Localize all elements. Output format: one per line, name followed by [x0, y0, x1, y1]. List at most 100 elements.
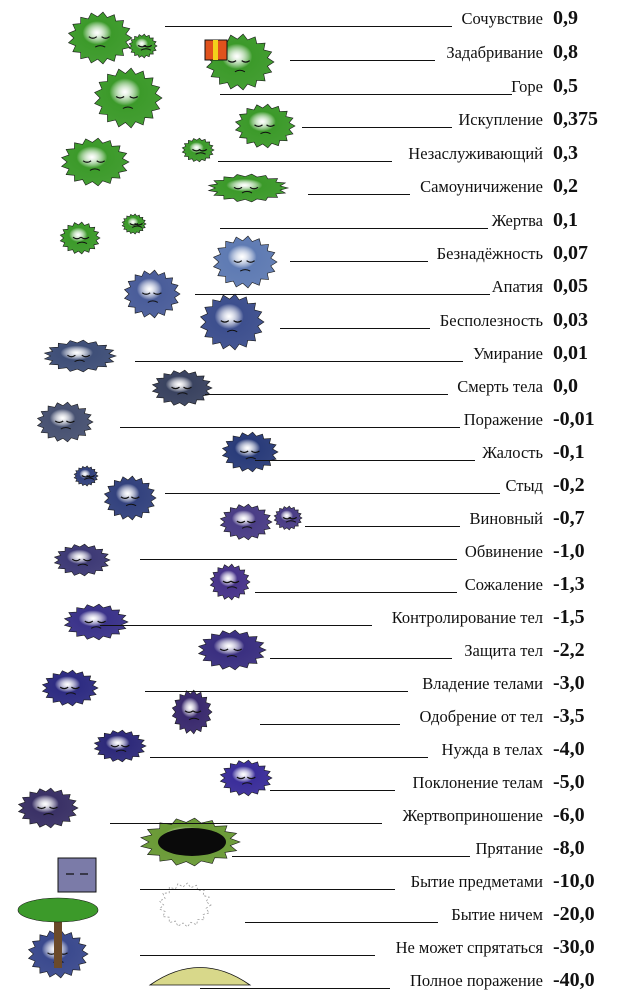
- tone-value: -0,2: [553, 474, 585, 496]
- tone-value: -3,0: [553, 672, 585, 694]
- tone-value: -0,01: [553, 408, 595, 430]
- leader-line: [270, 790, 395, 791]
- tone-label: Незаслуживающий: [408, 144, 543, 163]
- ghost-creature-icon: [158, 882, 212, 928]
- scale-row: Задабривание 0,8: [0, 38, 631, 71]
- tone-value: -5,0: [553, 771, 585, 793]
- tone-label: Самоуничижение: [420, 177, 543, 196]
- tone-label: Искупление: [458, 110, 543, 129]
- tone-label: Бесполезность: [439, 311, 543, 330]
- mound-icon: [148, 967, 252, 986]
- creature-icon: [207, 173, 290, 203]
- creature-icon: [17, 787, 79, 829]
- tone-label: Не может спрятаться: [395, 938, 543, 957]
- tone-label: Владение телами: [422, 674, 543, 693]
- leader-line: [145, 691, 408, 692]
- tone-label: Безнадёжность: [436, 244, 543, 263]
- creature-icon: [43, 339, 117, 373]
- tone-value: 0,3: [553, 142, 578, 164]
- tone-value: 0,1: [553, 209, 578, 231]
- tone-value: -3,5: [553, 705, 585, 727]
- tone-value: 0,05: [553, 275, 588, 297]
- leader-line: [205, 394, 448, 395]
- tone-value: 0,0: [553, 375, 578, 397]
- scale-row: Одобрение от тел -3,5: [0, 702, 631, 735]
- leader-line: [140, 559, 457, 560]
- creature-icon: [73, 465, 99, 487]
- tone-value: -4,0: [553, 738, 585, 760]
- tone-label: Жертва: [491, 211, 543, 230]
- creature-icon: [151, 369, 213, 407]
- scale-row: Горе 0,5: [0, 72, 631, 105]
- leader-line: [220, 228, 488, 229]
- tone-value: -2,2: [553, 639, 585, 661]
- creature-icon: [53, 543, 111, 577]
- creature-icon: [67, 11, 133, 65]
- creature-icon: [171, 689, 213, 735]
- scale-row: Стыд -0,2: [0, 471, 631, 504]
- tone-value: -0,1: [553, 441, 585, 463]
- tone-label: Виновный: [469, 509, 543, 528]
- tone-label: Обвинение: [464, 542, 543, 561]
- tone-label: Сочувствие: [461, 9, 543, 28]
- tone-label: Нужда в телах: [441, 740, 543, 759]
- tone-label: Полное поражение: [409, 971, 543, 990]
- scale-row: Виновный -0,7: [0, 504, 631, 537]
- scale-row: Самоуничижение 0,2: [0, 172, 631, 205]
- scale-row: Владение телами -3,0: [0, 669, 631, 702]
- tone-label: Жертвоприношение: [402, 806, 543, 825]
- leader-line: [305, 526, 460, 527]
- tone-value: 0,375: [553, 108, 598, 130]
- leader-line: [308, 194, 410, 195]
- leader-line: [150, 757, 428, 758]
- leader-line: [290, 60, 435, 61]
- leader-line: [135, 361, 463, 362]
- scale-row: Смерть тела 0,0: [0, 372, 631, 405]
- tone-label: Контролирование тел: [391, 608, 543, 627]
- creature-icon: [63, 603, 129, 641]
- scale-row: Обвинение -1,0: [0, 537, 631, 570]
- creature-icon: [123, 269, 181, 319]
- creature-icon: [41, 669, 99, 707]
- gift-box-icon: [204, 39, 228, 61]
- scale-row: Жалость -0,1: [0, 438, 631, 471]
- tone-label: Поражение: [463, 410, 543, 429]
- box-icon: [57, 857, 97, 893]
- creature-icon: [94, 67, 163, 129]
- tone-label: Апатия: [491, 277, 543, 296]
- scale-row: Жертва 0,1: [0, 206, 631, 239]
- scale-row: Контролирование тел -1,5: [0, 603, 631, 636]
- tone-value: 0,01: [553, 342, 588, 364]
- scale-row: Сочувствие 0,9: [0, 4, 631, 37]
- tone-label: Смерть тела: [457, 377, 543, 396]
- scale-row: Прятание -8,0: [0, 834, 631, 867]
- tone-label: Горе: [511, 77, 543, 96]
- leader-line: [218, 161, 392, 162]
- leader-line: [232, 856, 470, 857]
- scale-row: Защита тел -2,2: [0, 636, 631, 669]
- leader-line: [140, 955, 375, 956]
- leader-line: [270, 658, 452, 659]
- tone-value: 0,8: [553, 41, 578, 63]
- scale-row: Не может спрятаться -30,0: [0, 933, 631, 966]
- tone-value: -30,0: [553, 936, 595, 958]
- leader-line: [165, 493, 500, 494]
- creature-icon: [181, 137, 215, 163]
- tree-icon: [17, 897, 99, 968]
- tone-label: Поклонение телам: [412, 773, 543, 792]
- tone-value: -1,3: [553, 573, 585, 595]
- creature-icon: [219, 759, 273, 797]
- leader-line: [140, 889, 395, 890]
- leader-line: [245, 922, 438, 923]
- scale-row: Нужда в телах -4,0: [0, 735, 631, 768]
- tone-value: -6,0: [553, 804, 585, 826]
- creature-icon: [36, 401, 94, 443]
- scale-row: Поклонение телам -5,0: [0, 768, 631, 801]
- creature-icon: [60, 137, 130, 187]
- scale-row: Поражение -0,01: [0, 405, 631, 438]
- hole-icon: [158, 828, 226, 856]
- leader-line: [220, 94, 512, 95]
- tone-label: Одобрение от тел: [419, 707, 543, 726]
